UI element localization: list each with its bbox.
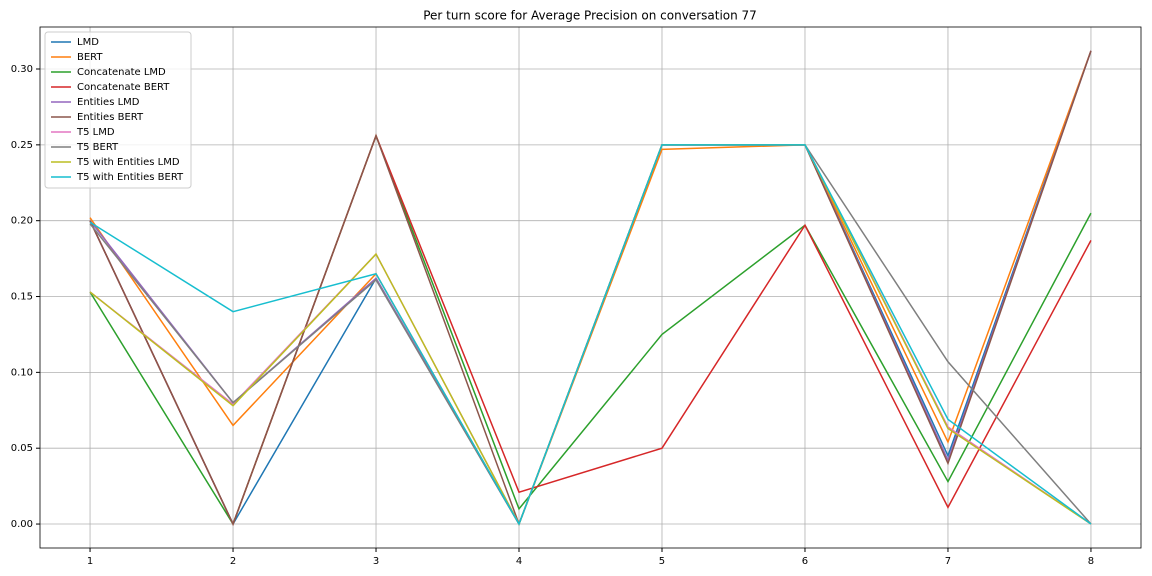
x-tick-label: 8 [1088, 556, 1094, 567]
x-tick-label: 2 [230, 556, 236, 567]
legend-label: T5 LMD [76, 127, 115, 138]
y-tick-label: 0.05 [11, 443, 33, 454]
legend-label: T5 with Entities LMD [76, 157, 180, 168]
legend-label: LMD [77, 37, 99, 48]
x-tick-label: 7 [945, 556, 951, 567]
legend: LMD BERT Concatenate LMD Concatenate BERT En… [44, 31, 192, 189]
x-tick-label: 6 [802, 556, 808, 567]
legend-label: BERT [77, 52, 103, 63]
legend-label: Concatenate LMD [77, 67, 166, 78]
y-tick-label: 0.30 [11, 64, 33, 75]
x-tick-label: 3 [373, 556, 379, 567]
legend-box [44, 31, 192, 189]
y-tick-label: 0.00 [11, 519, 33, 530]
legend-label: Entities LMD [77, 97, 140, 108]
chart-title: Per turn score for Average Precision on … [423, 9, 757, 23]
x-tick-label: 4 [516, 556, 522, 567]
y-tick-label: 0.10 [11, 367, 33, 378]
y-tick-label: 0.20 [11, 216, 33, 227]
legend-label: T5 with Entities BERT [76, 172, 184, 183]
legend-label: T5 BERT [76, 142, 119, 153]
line [89, 144, 1092, 526]
line [89, 50, 1092, 526]
legend-label: Concatenate BERT [77, 82, 170, 93]
y-tick-label: 0.25 [11, 140, 33, 151]
legend-label: Entities BERT [77, 112, 144, 123]
x-tick-label: 5 [659, 556, 665, 567]
plot-frame [39, 26, 1142, 549]
y-tick-label: 0.15 [11, 292, 33, 303]
x-tick-label: 1 [87, 556, 93, 567]
